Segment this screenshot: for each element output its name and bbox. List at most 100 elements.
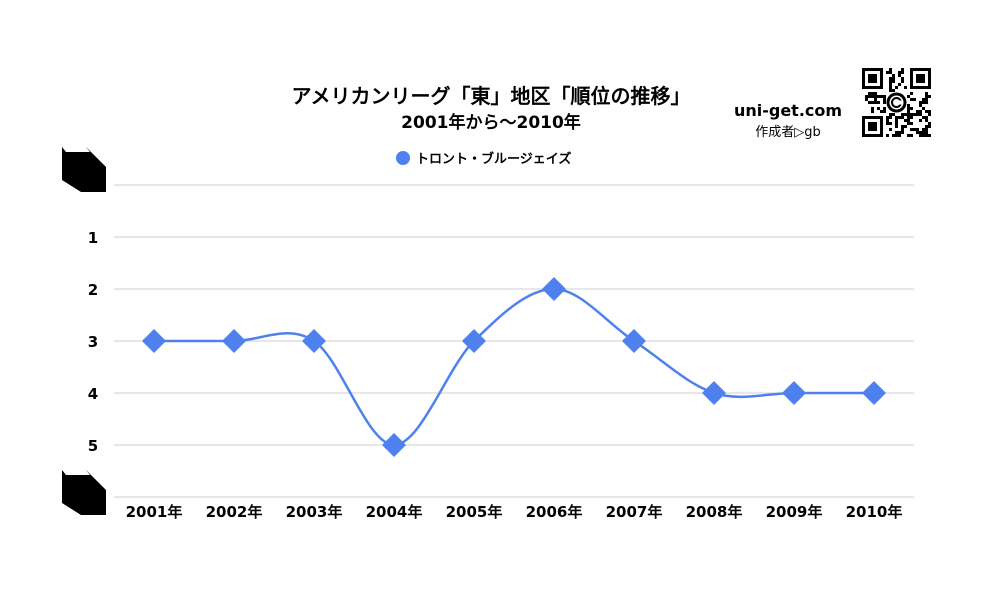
x-tick-label: 2009年: [766, 503, 823, 521]
chart-title: アメリカンリーグ「東」地区「順位の推移」: [292, 84, 691, 108]
qr-module: [907, 119, 910, 122]
qr-module: [910, 113, 913, 116]
qr-module: [904, 86, 907, 89]
qr-module: [904, 125, 907, 128]
qr-module: [871, 107, 874, 110]
qr-module: [889, 89, 892, 92]
qr-module: [865, 95, 868, 98]
qr-module: [922, 101, 925, 104]
qr-module: [889, 68, 892, 71]
axis-break-bottom-icon: [62, 470, 106, 515]
qr-module: [895, 125, 898, 128]
qr-module: [892, 74, 895, 77]
data-point: [862, 381, 886, 405]
y-tick-label: 2: [88, 281, 98, 299]
y-tick-label: 4: [88, 385, 98, 403]
qr-module: [895, 116, 898, 119]
qr-module: [919, 110, 922, 113]
qr-module: [868, 95, 871, 98]
qr-module: [874, 101, 877, 104]
x-tick-label: 2005年: [446, 503, 503, 521]
qr-module: [901, 80, 904, 83]
axis-break-top-icon: [62, 147, 106, 192]
qr-module: [916, 131, 919, 134]
qr-module: [910, 116, 913, 119]
qr-module: [865, 98, 868, 101]
legend-label: トロント・ブルージェイズ: [416, 151, 571, 167]
qr-module: [877, 101, 880, 104]
qr-module: [922, 98, 925, 101]
qr-module: [877, 95, 880, 98]
qr-module: [928, 134, 931, 137]
qr-module: [886, 122, 889, 125]
qr-module: [904, 113, 907, 116]
qr-module: [928, 113, 931, 116]
qr-module: [928, 125, 931, 128]
qr-module: [871, 92, 874, 95]
qr-module: [871, 95, 874, 98]
qr-module: [925, 92, 928, 95]
qr-module: [889, 122, 892, 125]
qr-module: [892, 77, 895, 80]
y-tick-label: 1: [88, 229, 98, 247]
qr-module: [907, 95, 910, 98]
qr-module: [892, 113, 895, 116]
data-point: [222, 329, 246, 353]
data-point: [382, 433, 406, 457]
qr-module: [883, 101, 886, 104]
qr-module: [874, 98, 877, 101]
qr-module: [916, 113, 919, 116]
qr-module: [925, 125, 928, 128]
qr-module: [928, 95, 931, 98]
qr-module: [868, 101, 871, 104]
qr-module: [925, 101, 928, 104]
qr-module: [895, 119, 898, 122]
qr-module: [892, 80, 895, 83]
qr-module: [919, 101, 922, 104]
qr-finder: [868, 74, 877, 83]
qr-logo: [897, 100, 903, 105]
qr-module: [928, 110, 931, 113]
qr-module: [898, 134, 901, 137]
qr-module: [883, 110, 886, 113]
qr-module: [907, 113, 910, 116]
qr-module: [901, 125, 904, 128]
qr-module: [880, 110, 883, 113]
qr-module: [898, 83, 901, 86]
qr-module: [922, 134, 925, 137]
qr-module: [913, 98, 916, 101]
qr-module: [907, 104, 910, 107]
qr-module: [922, 131, 925, 134]
x-axis-ticks: 2001年 2002年 2003年 2004年 2005年 2006年 2007年 2008年…: [126, 503, 903, 521]
qr-module: [925, 119, 928, 122]
data-point: [622, 329, 646, 353]
qr-module: [916, 110, 919, 113]
qr-module: [883, 95, 886, 98]
qr-module: [925, 128, 928, 131]
qr-finder: [868, 122, 877, 131]
qr-module: [901, 128, 904, 131]
qr-module: [895, 134, 898, 137]
data-point: [142, 329, 166, 353]
qr-module: [907, 134, 910, 137]
qr-module: [889, 71, 892, 74]
gridlines: [114, 184, 914, 498]
qr-module: [898, 74, 901, 77]
qr-module: [871, 110, 874, 113]
qr-module: [889, 116, 892, 119]
qr-module: [880, 95, 883, 98]
qr-module: [904, 119, 907, 122]
data-point: [302, 329, 326, 353]
qr-module: [910, 122, 913, 125]
site-name: uni-get.com: [734, 101, 842, 120]
qr-module: [889, 128, 892, 131]
x-tick-label: 2004年: [366, 503, 423, 521]
data-point: [542, 277, 566, 301]
qr-finder: [916, 74, 925, 83]
qr-module: [919, 104, 922, 107]
qr-module: [925, 134, 928, 137]
series-line: [153, 287, 874, 447]
qr-module: [922, 107, 925, 110]
qr-module: [910, 98, 913, 101]
legend-marker: [396, 151, 410, 165]
